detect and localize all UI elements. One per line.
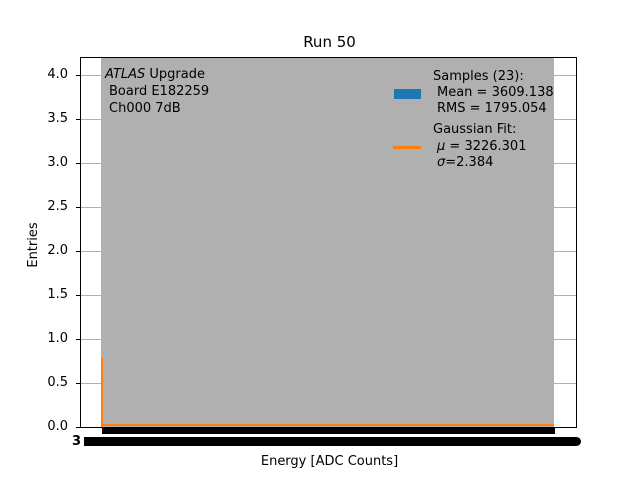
x-axis-label: Energy [ADC Counts] [260, 454, 399, 469]
mu-symbol: μ [437, 139, 446, 154]
merged-xgridline-band [101, 58, 554, 427]
y-tick-label: 2.5 [47, 199, 68, 214]
y-tick-label: 3.0 [47, 155, 68, 170]
merged-xticklabel-band [84, 437, 581, 446]
y-tick [76, 295, 81, 296]
y-tick-label: 0.0 [47, 419, 68, 434]
y-tick [76, 383, 81, 384]
y-tick-label: 0.5 [47, 375, 68, 390]
legend-samples-mean: Mean = 3609.138 [437, 85, 554, 100]
annotation-line-3: Ch000 7dB [109, 101, 181, 116]
gaussian-fit-baseline-line [102, 424, 554, 426]
gaussian-fit-peak-line [101, 358, 103, 427]
y-tick [76, 427, 81, 428]
x-tick-label-first-digit: 3 [72, 434, 82, 449]
merged-xtick-band [102, 428, 555, 434]
legend-fit-mu: μ = 3226.301 [437, 139, 526, 155]
y-tick [76, 119, 81, 120]
legend-samples-rms: RMS = 1795.054 [437, 101, 547, 116]
sigma-value: =2.384 [445, 155, 494, 170]
y-tick [76, 339, 81, 340]
y-tick-label: 4.0 [47, 67, 68, 82]
legend-samples-header: Samples (23): [433, 69, 524, 84]
y-tick-label: 1.5 [47, 287, 68, 302]
annotation-line-1: ATLAS Upgrade [105, 66, 209, 83]
annotation-block: ATLAS Upgrade Board E182259 Ch000 7dB [105, 66, 209, 117]
legend-fit-line-swatch [393, 146, 421, 149]
y-tick-label: 3.5 [47, 111, 68, 126]
y-tick-label: 1.0 [47, 331, 68, 346]
y-tick [76, 163, 81, 164]
chart-title: Run 50 [303, 33, 356, 51]
annotation-upgrade: Upgrade [145, 67, 205, 82]
y-axis-label: Entries [26, 222, 41, 268]
y-tick [76, 75, 81, 76]
y-tick-label: 2.0 [47, 243, 68, 258]
legend-samples-swatch [394, 89, 421, 99]
y-tick [76, 207, 81, 208]
plot-area: ATLAS Upgrade Board E182259 Ch000 7dB Sa… [80, 57, 577, 428]
annotation-line-2: Board E182259 [109, 84, 210, 99]
legend-fit-header: Gaussian Fit: [433, 122, 517, 137]
sigma-symbol: σ [437, 155, 446, 170]
legend-fit-sigma: σ=2.384 [437, 155, 493, 171]
y-tick [76, 251, 81, 252]
annotation-atlas: ATLAS [105, 67, 146, 82]
mu-value: = 3226.301 [445, 139, 527, 154]
